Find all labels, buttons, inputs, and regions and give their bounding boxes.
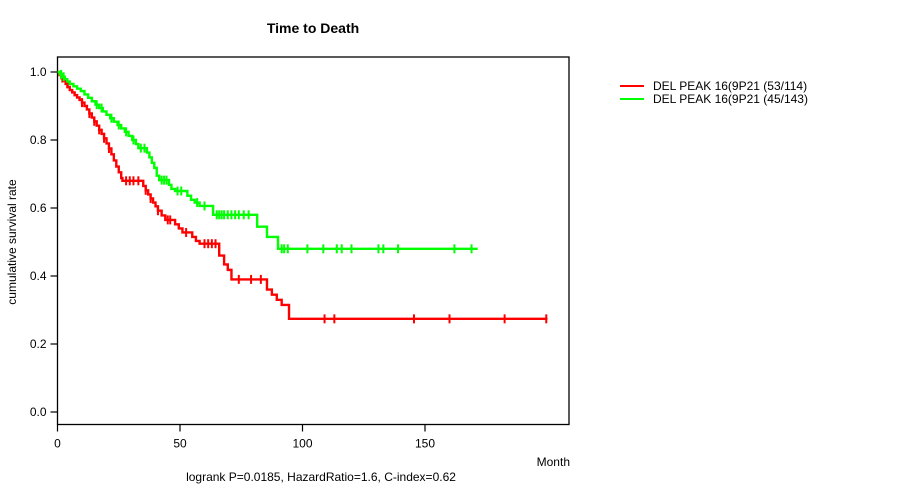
x-axis-label: Month: [536, 455, 570, 469]
legend-line-green: [620, 98, 644, 101]
plot-frame: [56, 56, 570, 426]
y-axis-label: cumulative survival rate: [5, 179, 19, 305]
chart-title: Time to Death: [266, 20, 360, 36]
y-tick-label: 0.2: [30, 337, 47, 351]
y-tick-label: 0.4: [30, 269, 47, 283]
y-tick-label: 0.0: [30, 405, 47, 419]
y-tick-label: 1.0: [30, 65, 47, 79]
legend-label-group1: DEL PEAK 16(9P21 (53/114): [653, 78, 808, 93]
legend-line-red: [620, 84, 644, 87]
legend: DEL PEAK 16(9P21 (53/114) DEL PEAK 16(9P…: [620, 79, 808, 106]
x-tick-label: 100: [292, 437, 312, 451]
x-tick-label: 150: [415, 437, 435, 451]
y-tick-label: 0.8: [30, 133, 47, 147]
y-tick-label: 0.6: [30, 201, 47, 215]
legend-label-group2: DEL PEAK 16(9P21 (45/143): [653, 92, 808, 107]
survival-curve-red: [57, 70, 548, 321]
x-tick-label: 0: [54, 437, 61, 451]
legend-item-group2: DEL PEAK 16(9P21 (45/143): [620, 92, 808, 107]
survival-curve-green: [57, 70, 478, 250]
legend-item-group1: DEL PEAK 16(9P21 (53/114): [620, 79, 808, 93]
stats-caption: logrank P=0.0185, HazardRatio=1.6, C-ind…: [186, 470, 456, 484]
x-tick-label: 50: [173, 437, 187, 451]
